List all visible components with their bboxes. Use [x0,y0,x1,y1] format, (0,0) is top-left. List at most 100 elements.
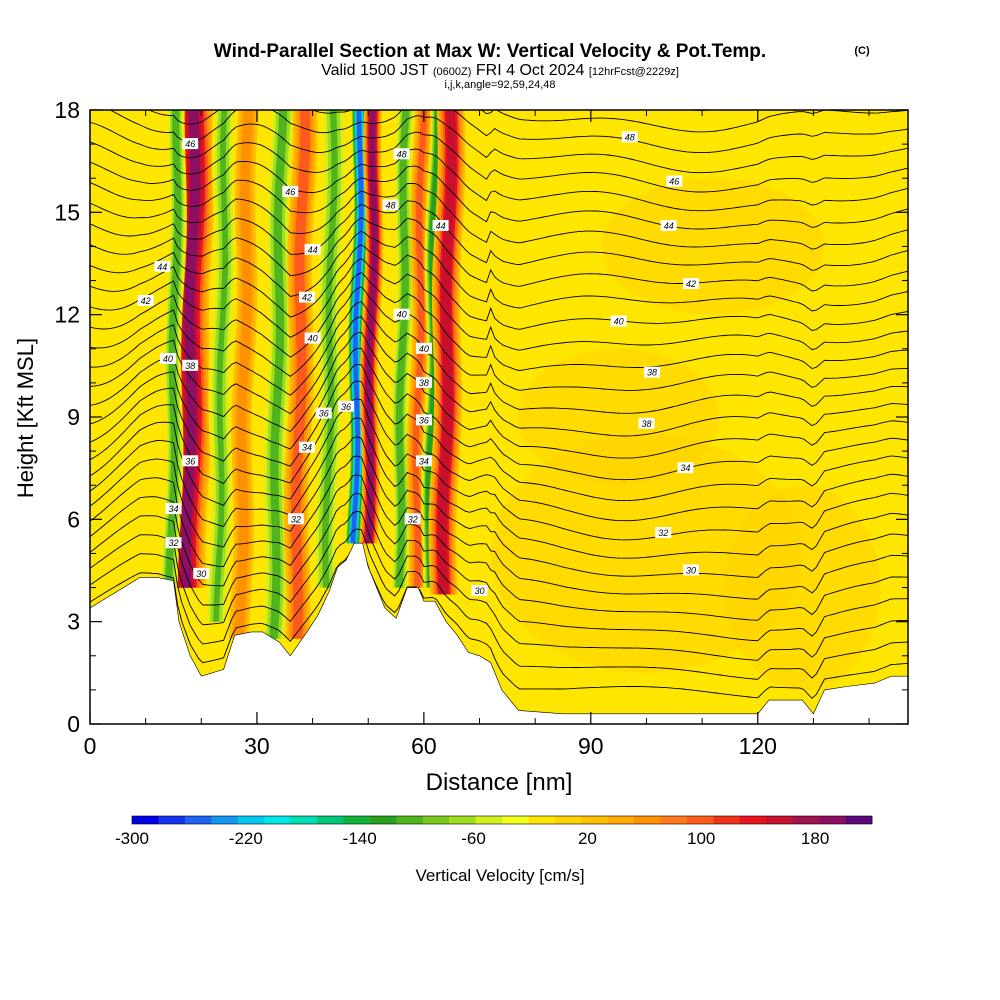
velocity-band [464,110,502,622]
theta-contour [90,217,908,292]
theta-contour [90,545,908,699]
velocity-plume-downdraft [464,110,502,622]
theta-label-bg [655,527,672,538]
theta-label-bg [338,400,354,412]
theta-label-bg [683,278,699,289]
colorbar-swatch [687,816,714,824]
theta-contour [90,230,908,312]
theta-label-bg [182,138,199,150]
valid-time-line: Valid 1500 JST (0600Z) FRI 4 Oct 2024 [1… [321,62,679,79]
theta-label-text: 46 [669,177,679,187]
chart-title: Wind-Parallel Section at Max W: Vertical… [214,41,766,62]
colorbar-swatch [766,816,794,824]
theta-label: 46 [182,138,199,150]
theta-label-text: 32 [291,514,301,524]
theta-label-bg [644,366,660,378]
colorbar-tick-label: 180 [801,829,829,848]
theta-label-bg [165,537,182,549]
weak-updraft-area [724,485,881,690]
colorbar-swatch [634,816,661,824]
theta-label-text: 34 [419,456,429,466]
section-indices: i,j,k,angle=92,59,24,48 [444,79,555,91]
y-tick-label: 18 [54,97,80,123]
theta-label-text: 38 [641,419,651,429]
theta-contour [90,331,908,459]
theta-contour [109,110,908,154]
theta-label-bg [471,585,488,596]
theta-contour [90,200,908,271]
theta-label-bg [193,567,210,579]
y-tick-label: 12 [54,302,80,328]
velocity-band [165,110,182,588]
theta-label-text: 48 [625,132,635,142]
velocity-plume-downdraft [261,110,296,639]
theta-contour [90,364,908,502]
theta-label: 36 [415,414,432,426]
theta-label-text: 30 [474,586,484,596]
theta-label-text: 44 [664,221,674,231]
theta-label-text: 38 [185,361,195,371]
theta-label-text: 36 [185,456,195,466]
theta-label-bg [677,462,694,474]
colorbar-swatch [290,816,318,824]
colorbar-swatch [317,816,344,824]
colorbar-swatch [184,816,212,824]
x-tick-label: 30 [244,733,270,759]
theta-contour [90,244,908,331]
velocity-band [322,110,338,588]
theta-label-bg [182,359,199,371]
theta-label-text: 48 [397,149,407,159]
theta-label-text: 40 [397,310,407,320]
y-tick-label: 3 [67,609,80,635]
colorbar-swatch [422,816,450,824]
theta-label-text: 42 [141,296,151,306]
theta-contour [90,380,908,522]
theta-label: 42 [683,278,699,289]
theta-label-text: 44 [436,221,446,231]
theta-label: 32 [404,513,421,525]
colorbar-swatch [449,816,476,824]
theta-contour [90,115,908,174]
theta-label: 44 [660,220,677,231]
theta-label: 30 [683,564,699,576]
theta-label: 34 [165,503,182,515]
theta-label-text: 40 [163,354,173,364]
theta-contour [90,492,908,642]
colorbar-swatch [211,816,239,824]
colorbar-swatch [528,816,556,824]
theta-label: 34 [299,441,315,453]
theta-label-bg [415,455,432,467]
colorbar-swatch [343,816,371,824]
theta-label: 46 [666,175,683,187]
velocity-band [438,110,456,595]
x-axis-label: Distance [nm] [426,769,573,796]
theta-label: 32 [287,513,304,525]
colorbar-tick-label: -140 [343,829,377,848]
theta-label: 36 [315,407,332,419]
colorbar-swatch [713,816,741,824]
theta-label: 38 [182,359,199,371]
theta-label-text: 34 [302,443,312,453]
terrain-mask [90,542,908,724]
x-tick-label: 60 [411,733,437,759]
theta-label: 32 [655,527,672,538]
colorbar-label: Vertical Velocity [cm/s] [415,866,584,885]
theta-label: 48 [621,131,638,143]
theta-label-text: 40 [614,317,624,327]
colorbar-swatch [845,816,873,824]
theta-label-text: 38 [419,378,429,388]
theta-label-text: 38 [647,368,657,378]
theta-contour [90,148,908,212]
x-tick-label: 90 [578,733,604,759]
colorbar: -300 -220 -140 -60 20 100 180 [115,815,873,848]
colorbar-tick-label: -300 [115,829,149,848]
potential-temperature-labels: 46 48 48 46 48 46 44 44 44 44 42 42 42 40 40 40 40 40 38 38… [137,131,699,596]
theta-label-text: 44 [157,262,167,272]
colorbar-swatch [792,816,820,824]
theta-label: 48 [393,148,410,160]
theta-label-text: 32 [658,528,668,538]
theta-label: 42 [299,291,315,303]
y-axis-label: Height [Kft MSL] [13,338,38,498]
theta-label: 34 [415,455,432,467]
theta-label-text: 40 [308,334,318,344]
